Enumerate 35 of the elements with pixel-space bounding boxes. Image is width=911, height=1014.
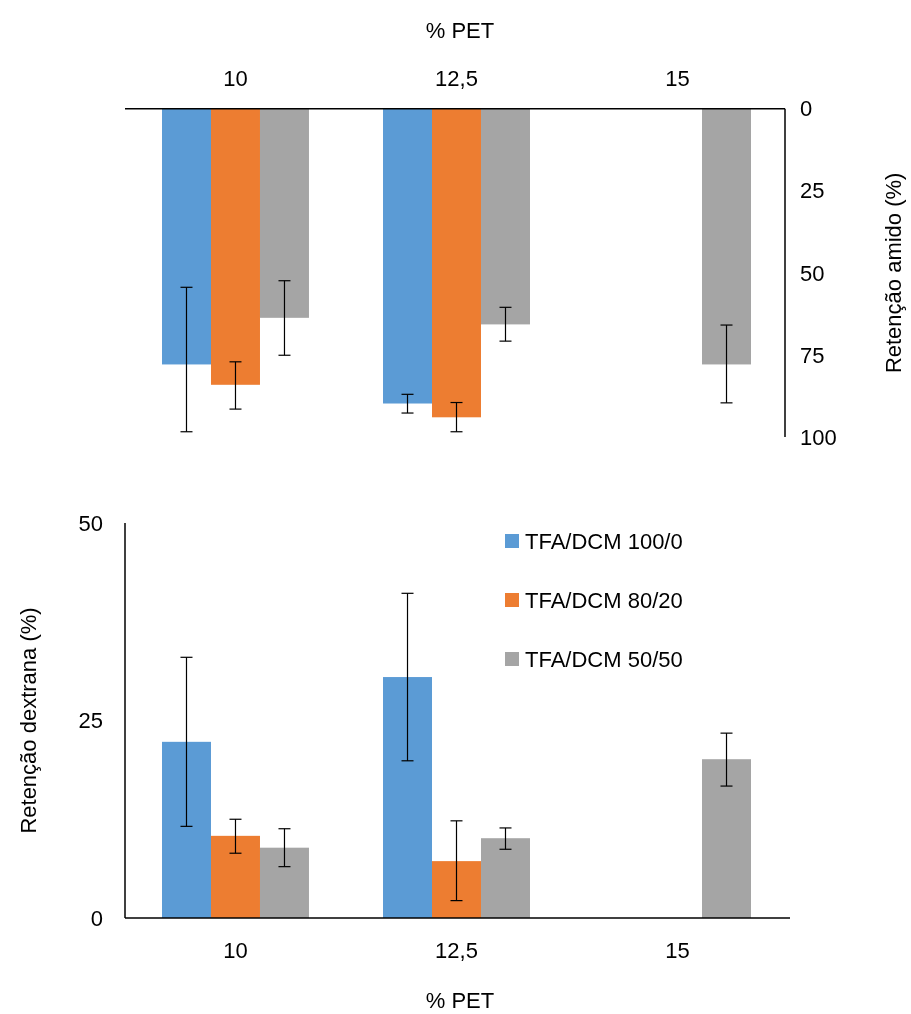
x-tick-label: 12,5 (435, 937, 478, 963)
bar (210, 835, 260, 918)
bar (383, 677, 432, 918)
y2-tick-label: 100 (800, 424, 837, 450)
bar (481, 838, 530, 918)
y-tick-label: 25 (78, 708, 103, 734)
y2-tick-label: 0 (800, 96, 813, 122)
y-tick-label: 50 (78, 510, 103, 536)
bar (259, 847, 309, 918)
y-axis-title: Retenção dextrana (%) (15, 607, 41, 834)
bar (162, 741, 211, 918)
x2-axis-title: % PET (425, 18, 495, 44)
x-tick-label: 12,5 (435, 66, 478, 92)
bar (162, 108, 211, 365)
x-tick-label: 10 (223, 937, 248, 963)
bar (432, 108, 481, 418)
y2-tick-label: 75 (800, 342, 825, 368)
bar (702, 108, 751, 365)
legend-label: TFA/DCM 80/20 (525, 587, 683, 613)
x-tick-label: 15 (665, 66, 690, 92)
y2-tick-label: 50 (800, 260, 825, 286)
bar (210, 108, 260, 385)
y2-tick-label: 25 (800, 178, 825, 204)
x-tick-label: 10 (223, 66, 248, 92)
legend-label: TFA/DCM 50/50 (525, 646, 683, 672)
bar (432, 861, 481, 918)
legend-label: TFA/DCM 100/0 (525, 528, 683, 554)
bar (702, 759, 751, 918)
x-axis-title: % PET (425, 987, 495, 1013)
bar (259, 108, 309, 318)
bar (383, 108, 432, 404)
y-tick-label: 0 (90, 905, 103, 931)
bar (481, 108, 530, 325)
y2-axis-title: Retenção amido (%) (880, 172, 906, 374)
x-tick-label: 15 (665, 937, 690, 963)
